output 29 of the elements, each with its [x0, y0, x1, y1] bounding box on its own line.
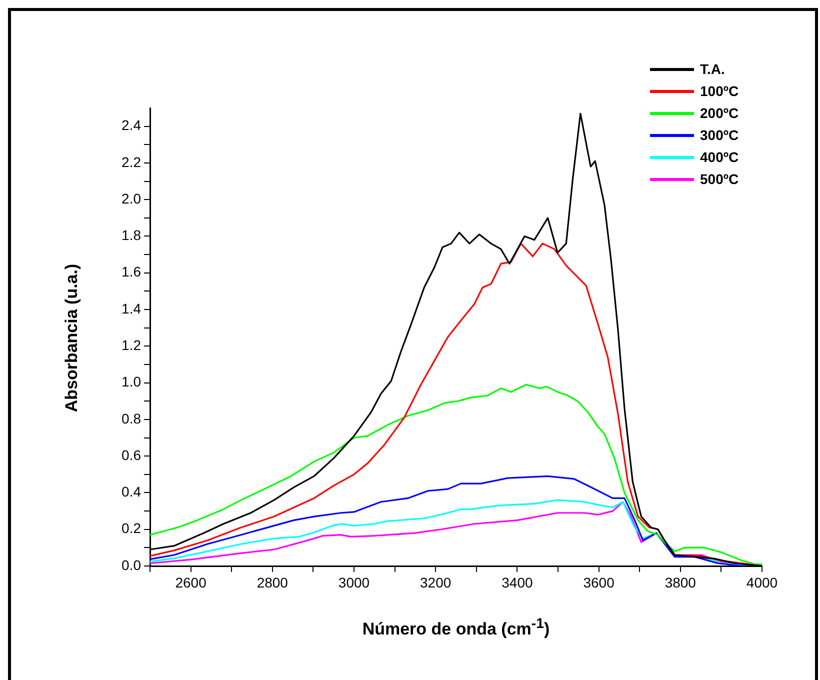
x-tick-label: 3000 — [338, 574, 370, 590]
legend-label: 500ºC — [700, 170, 739, 189]
y-tick-label: 2.2 — [122, 154, 142, 170]
y-tick-label: 1.2 — [122, 337, 142, 354]
legend-label: 200ºC — [700, 104, 739, 123]
x-tick-label: 2800 — [256, 574, 288, 590]
x-axis-title: Número de onda (cm$^{-1}$) — [361, 616, 551, 640]
y-tick-label: 0.6 — [122, 446, 142, 463]
y-tick-label: 0.8 — [122, 410, 142, 426]
legend-label: 400ºC — [700, 148, 739, 167]
y-tick-label: 0.0 — [122, 556, 142, 573]
legend-label: 100ºC — [700, 82, 739, 101]
y-tick-label: 2.4 — [122, 117, 142, 134]
y-axis-title: Absorbancia (u.a.) — [62, 264, 82, 412]
legend-label: 300ºC — [700, 126, 739, 145]
y-tick-label: 0.4 — [122, 484, 142, 500]
x-tick-label: 3800 — [664, 574, 696, 590]
x-tick-label: 3200 — [420, 574, 452, 590]
y-tick-label: 0.2 — [122, 520, 142, 536]
y-tick-label: 1.0 — [122, 374, 142, 390]
y-tick-label: 1.4 — [122, 300, 142, 316]
y-tick-label: 1.6 — [122, 264, 142, 280]
y-tick-label: 2.0 — [122, 190, 142, 206]
x-tick-label: 3400 — [502, 574, 533, 590]
y-tick-label: 1.8 — [122, 227, 142, 244]
x-tick-label: 3600 — [583, 574, 615, 590]
x-tick-label: 2600 — [175, 574, 207, 590]
x-tick-label: 4000 — [746, 574, 778, 590]
legend-label: T.A. — [700, 60, 725, 79]
